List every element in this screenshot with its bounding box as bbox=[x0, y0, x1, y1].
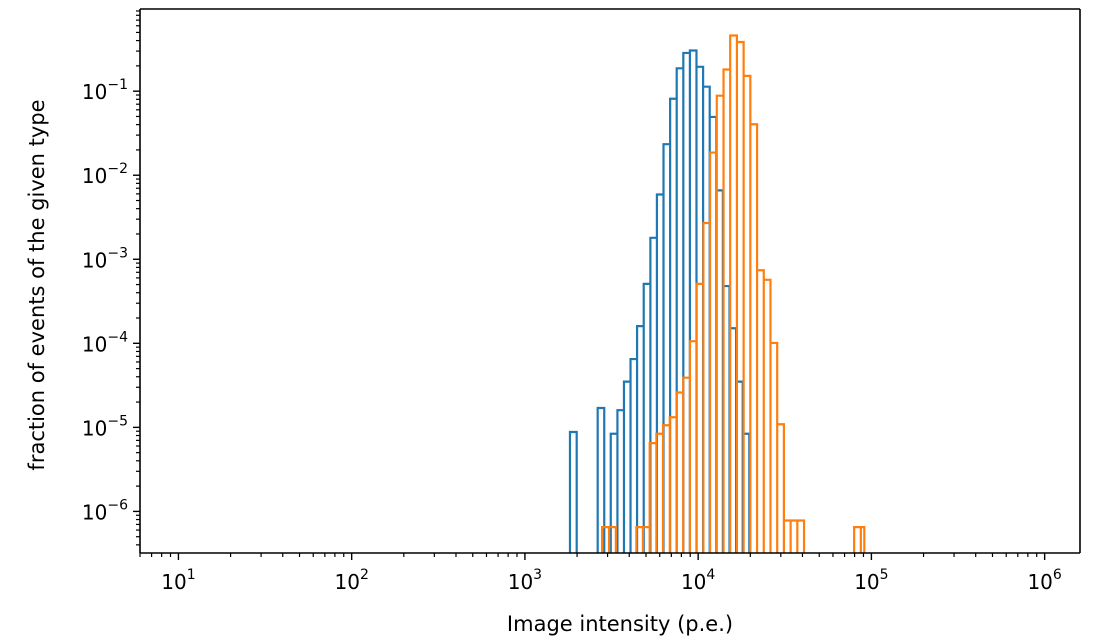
x-tick-label-4: 105 bbox=[854, 567, 888, 594]
y-tick-label-2: 10−3 bbox=[82, 245, 128, 272]
series-0-step-line bbox=[568, 49, 751, 553]
y-tick-label-0: 10−1 bbox=[82, 77, 128, 104]
series-layer bbox=[568, 34, 866, 553]
y-tick-label-3: 10−4 bbox=[82, 329, 128, 356]
x-tick-label-2: 103 bbox=[508, 567, 542, 594]
y-tick-label-5: 10−6 bbox=[82, 497, 128, 524]
x-tick-label-1: 102 bbox=[334, 567, 368, 594]
y-axis-label: fraction of events of the given type bbox=[25, 99, 49, 470]
y-tick-label-1: 10−2 bbox=[82, 161, 128, 188]
x-tick-label-3: 104 bbox=[681, 567, 715, 594]
x-tick-label-5: 106 bbox=[1027, 567, 1061, 594]
series-1-step-line bbox=[601, 34, 866, 553]
axes-layer: 101 102 103 104 105 106 10−1 10−2 10−3 10−4 10−5 10… bbox=[82, 8, 1081, 594]
x-axis-label: Image intensity (p.e.) bbox=[507, 612, 733, 636]
x-tick-label-0: 101 bbox=[161, 567, 195, 594]
y-tick-label-4: 10−5 bbox=[82, 413, 128, 440]
